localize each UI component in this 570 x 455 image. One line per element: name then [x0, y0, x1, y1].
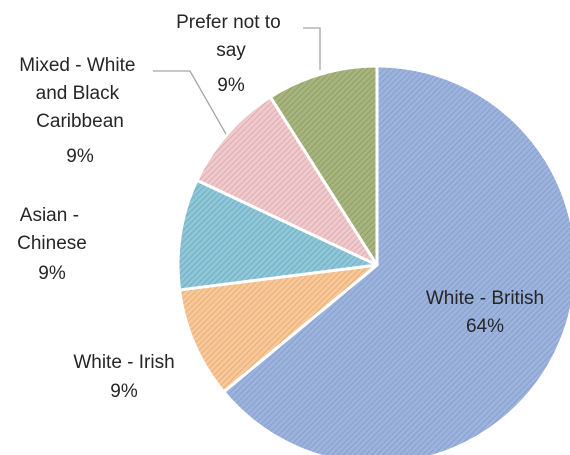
leader-line-prefer-not-to-say [303, 27, 321, 70]
data-value-white-irish: 9% [110, 381, 138, 402]
data-label-asian-chinese-line-1: Asian - [20, 205, 79, 226]
data-value-mixed: 9% [66, 146, 94, 167]
data-value-white-british: 64% [466, 316, 504, 337]
data-value-prefer-not-to-say: 9% [217, 75, 245, 96]
pie-slice-prefer-not-to-say [268, 64, 379, 267]
data-label-mixed-line-3: Caribbean [36, 111, 124, 132]
pie-slice-mixed-white-and-black-caribbean [195, 95, 379, 267]
data-label-mixed: Mixed - White and Black Caribbean [19, 55, 140, 132]
data-label-prefer-line-2: say [216, 40, 246, 61]
data-label-asian-chinese-line-2: Chinese [17, 233, 87, 254]
data-label-prefer-line-1: Prefer not to [176, 12, 281, 33]
pie-slice-asian-chinese [176, 178, 379, 292]
data-label-prefer-not-to-say: Prefer not to say [176, 12, 286, 61]
pie-slice-white-irish [178, 263, 379, 394]
data-value-asian-chinese: 9% [38, 263, 66, 284]
data-label-mixed-line-2: and Black [36, 83, 120, 104]
data-label-mixed-line-1: Mixed - White [19, 55, 135, 76]
pie-slice-white-british [222, 64, 570, 455]
leader-line-mixed [153, 70, 227, 135]
leader-lines [153, 27, 321, 135]
pie-slices [176, 64, 570, 455]
data-label-white-british: White - British [426, 288, 544, 309]
data-label-asian-chinese: Asian - Chinese [17, 205, 87, 254]
data-labels: White - British 64% White - Irish 9% Asi… [17, 12, 544, 402]
data-label-white-irish: White - Irish [73, 352, 174, 373]
